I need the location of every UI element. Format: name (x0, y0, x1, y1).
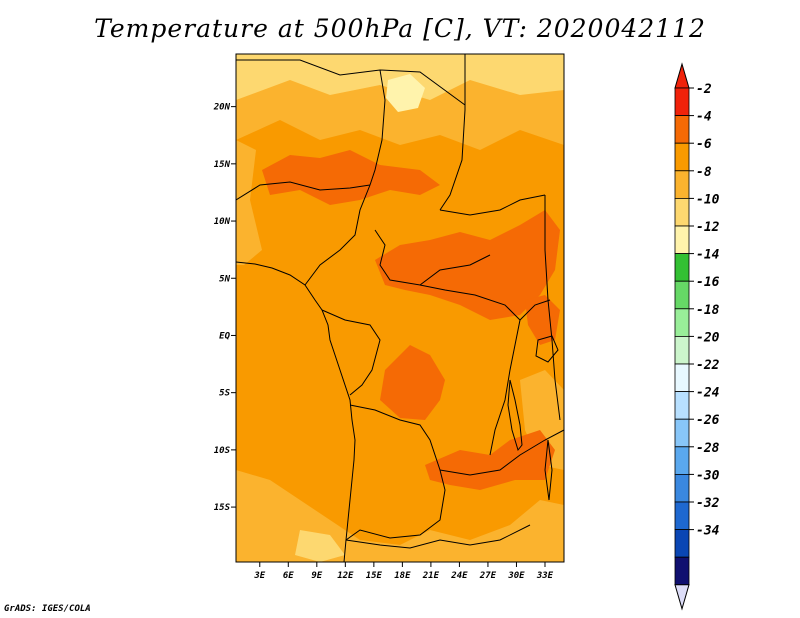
colorbar-label: -16 (696, 275, 720, 290)
border-south-sudan (439, 194, 546, 216)
field-west-edge-light (236, 140, 262, 265)
colorbar-label: -28 (696, 441, 720, 456)
colorbar-label: -18 (696, 303, 720, 318)
colorbar-label: -2 (696, 82, 712, 97)
colorbar-label: -8 (696, 165, 712, 180)
field-north-lightest (386, 74, 425, 112)
lon-label: 27E (479, 571, 497, 581)
latitude-axis: 20N 15N 10N 5N EQ 5S 10S 15S (213, 103, 236, 513)
lon-label: 33E (536, 571, 554, 581)
border-car (374, 229, 491, 286)
colorbar-swatch (674, 253, 690, 282)
colorbar-label: -24 (696, 386, 720, 401)
colorbar-label: -20 (696, 330, 720, 345)
colorbar-label: -22 (696, 358, 720, 373)
lat-label: 15S (214, 503, 231, 513)
border-north-algeria (236, 59, 466, 106)
border-east-lakes (544, 195, 561, 421)
colorbar-swatch (674, 501, 690, 531)
colorbar-label: -32 (696, 496, 720, 511)
lon-label: 3E (253, 571, 265, 581)
border-zambia (439, 429, 564, 476)
border-nigeria-cameroon (304, 184, 371, 286)
grads-credit: GrADS: IGES/COLA (4, 604, 91, 614)
lon-label: 21E (422, 571, 440, 581)
border-chad-sudan (439, 54, 466, 211)
colorbar-label: -6 (696, 137, 712, 152)
colorbar-label: -14 (696, 248, 720, 263)
colorbar-swatch (674, 418, 690, 448)
lat-label: 15N (214, 160, 231, 170)
border-uganda (519, 299, 551, 321)
colorbar-swatch (674, 87, 690, 117)
colorbar: -2 -4 -6 -8 -10 -12 -14 -16 -18 -20 -22 -24 -26 -28 -3… (674, 62, 720, 611)
colorbar-swatch (674, 115, 690, 144)
colorbar-label: -10 (696, 192, 720, 207)
lat-label: 10S (214, 446, 231, 456)
lake-tanganyika (507, 379, 523, 452)
colorbar-swatch (674, 308, 690, 337)
border-sahel-west (236, 181, 371, 201)
colorbar-swatch (674, 391, 690, 420)
colorbar-over-triangle (674, 62, 690, 89)
field-east-light (520, 370, 564, 470)
field-sahel-warm (262, 150, 440, 205)
colorbar-label: -12 (696, 220, 720, 235)
border-congo-drc (321, 309, 381, 396)
coastline-west (236, 261, 356, 562)
lat-label: 20N (213, 103, 231, 113)
colorbar-swatch (674, 446, 690, 475)
colorbar-swatch (674, 142, 690, 172)
lon-label: 6E (283, 571, 294, 581)
colorbar-swatch (674, 556, 690, 586)
colorbar-swatch (674, 197, 690, 227)
colorbar-label: -34 (696, 524, 720, 539)
lon-label: 30E (507, 571, 525, 581)
lat-label: 5N (219, 274, 230, 284)
border-angola (345, 404, 446, 541)
border-south (345, 524, 531, 549)
colorbar-label: -26 (696, 413, 720, 428)
lon-label: 12E (337, 571, 354, 581)
colorbar-swatch (674, 335, 690, 365)
map-title: Temperature at 500hPa [C], VT: 202004211… (94, 14, 706, 43)
country-borders (236, 54, 564, 562)
colorbar-swatch (674, 280, 690, 310)
lat-label: 5S (219, 389, 230, 399)
border-niger-chad (369, 69, 386, 186)
lake-victoria (535, 335, 559, 363)
lake-malawi (544, 439, 553, 501)
lon-label: 9E (311, 571, 322, 581)
colorbar-swatch (674, 529, 690, 558)
colorbar-label: -30 (696, 468, 720, 483)
colorbar-swatch (674, 225, 690, 255)
lat-label: EQ (219, 331, 230, 341)
lat-label: 10N (214, 217, 231, 227)
field-south-lighter (295, 530, 345, 562)
temperature-field (236, 54, 564, 562)
lon-label: 24E (450, 571, 468, 581)
longitude-axis: 3E 6E 9E 12E 15E 18E 21E 24E 27E 30E 33E (253, 562, 554, 581)
lon-label: 18E (394, 571, 411, 581)
colorbar-under-triangle (674, 584, 690, 611)
colorbar-label: -4 (696, 110, 712, 125)
border-drc-east (419, 284, 521, 456)
colorbar-swatch (674, 473, 690, 503)
lon-label: 15E (366, 571, 383, 581)
colorbar-swatch (674, 170, 690, 199)
map-frame (235, 53, 565, 563)
colorbar-swatch (674, 363, 690, 393)
field-congo-warm (380, 345, 445, 420)
